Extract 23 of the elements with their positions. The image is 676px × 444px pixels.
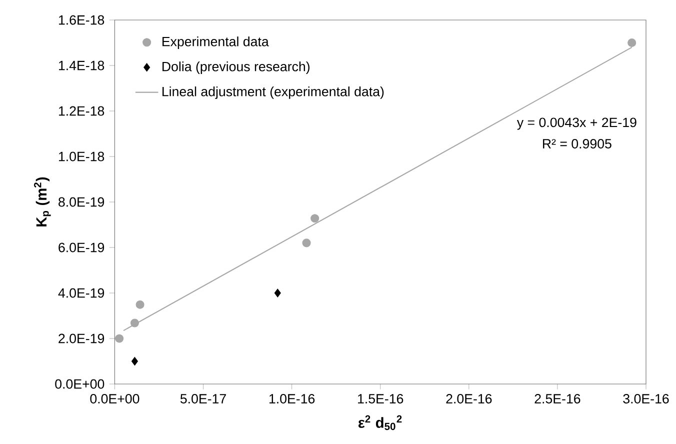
annotation: y = 0.0043x + 2E-19 bbox=[516, 118, 636, 130]
y-tick-label: 1.4E-18 bbox=[58, 60, 104, 70]
x-tick-label: 3.0E-16 bbox=[623, 394, 669, 404]
x-tick-label: 1.0E-16 bbox=[269, 394, 315, 404]
x-tick-label: 2.0E-16 bbox=[446, 394, 492, 404]
x-tick-label: 0.0E+00 bbox=[90, 394, 140, 404]
y-tick-label: 2.0E-19 bbox=[58, 334, 104, 344]
text: K$_{p}$ (m$^{2}$) bbox=[34, 177, 51, 226]
y-tick-label: 1.2E-18 bbox=[58, 106, 104, 116]
x-tick-label: 2.5E-16 bbox=[534, 394, 580, 404]
x-tick-label: 5.0E-17 bbox=[180, 394, 226, 404]
x-tick-label: 1.5E-16 bbox=[358, 394, 404, 404]
y-tick-label: 0.0E+00 bbox=[55, 379, 104, 389]
legend-label: Dolia (previous research) bbox=[162, 62, 310, 74]
y-tick-label: 4.0E-19 bbox=[58, 288, 104, 298]
legend-label: Experimental data bbox=[162, 36, 269, 49]
legend-label: Lineal adjustment (experimental data) bbox=[162, 86, 384, 99]
y-tick-label: 6.0E-19 bbox=[58, 242, 104, 252]
annotation: R² = 0.9905 bbox=[542, 139, 612, 148]
y-tick-label: 1.6E-18 bbox=[58, 15, 104, 25]
text: ε$^{2}$ d$_{50}$2 bbox=[358, 415, 402, 430]
y-tick-label: 1.0E-18 bbox=[58, 152, 104, 162]
y-tick-label: 8.0E-19 bbox=[58, 197, 104, 207]
